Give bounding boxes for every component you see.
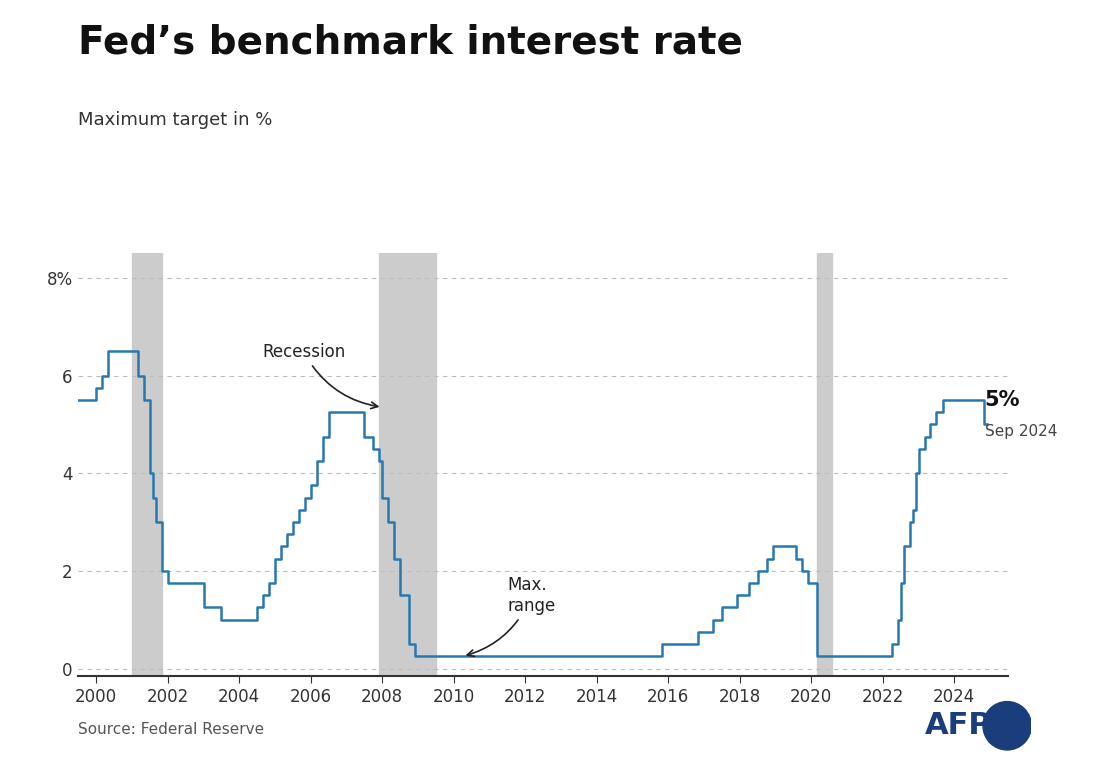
Text: Source: Federal Reserve: Source: Federal Reserve: [78, 722, 264, 737]
Text: Recession: Recession: [262, 343, 377, 409]
Text: AFP: AFP: [925, 711, 991, 740]
Bar: [132, 253, 161, 676]
Text: 5%: 5%: [984, 390, 1020, 410]
Text: Fed’s benchmark interest rate: Fed’s benchmark interest rate: [78, 23, 744, 61]
Text: Sep 2024: Sep 2024: [984, 424, 1057, 439]
Bar: [818, 253, 832, 676]
Text: Max.
range: Max. range: [467, 576, 556, 657]
Text: Maximum target in %: Maximum target in %: [78, 111, 273, 129]
Bar: [380, 253, 436, 676]
Circle shape: [983, 702, 1032, 750]
